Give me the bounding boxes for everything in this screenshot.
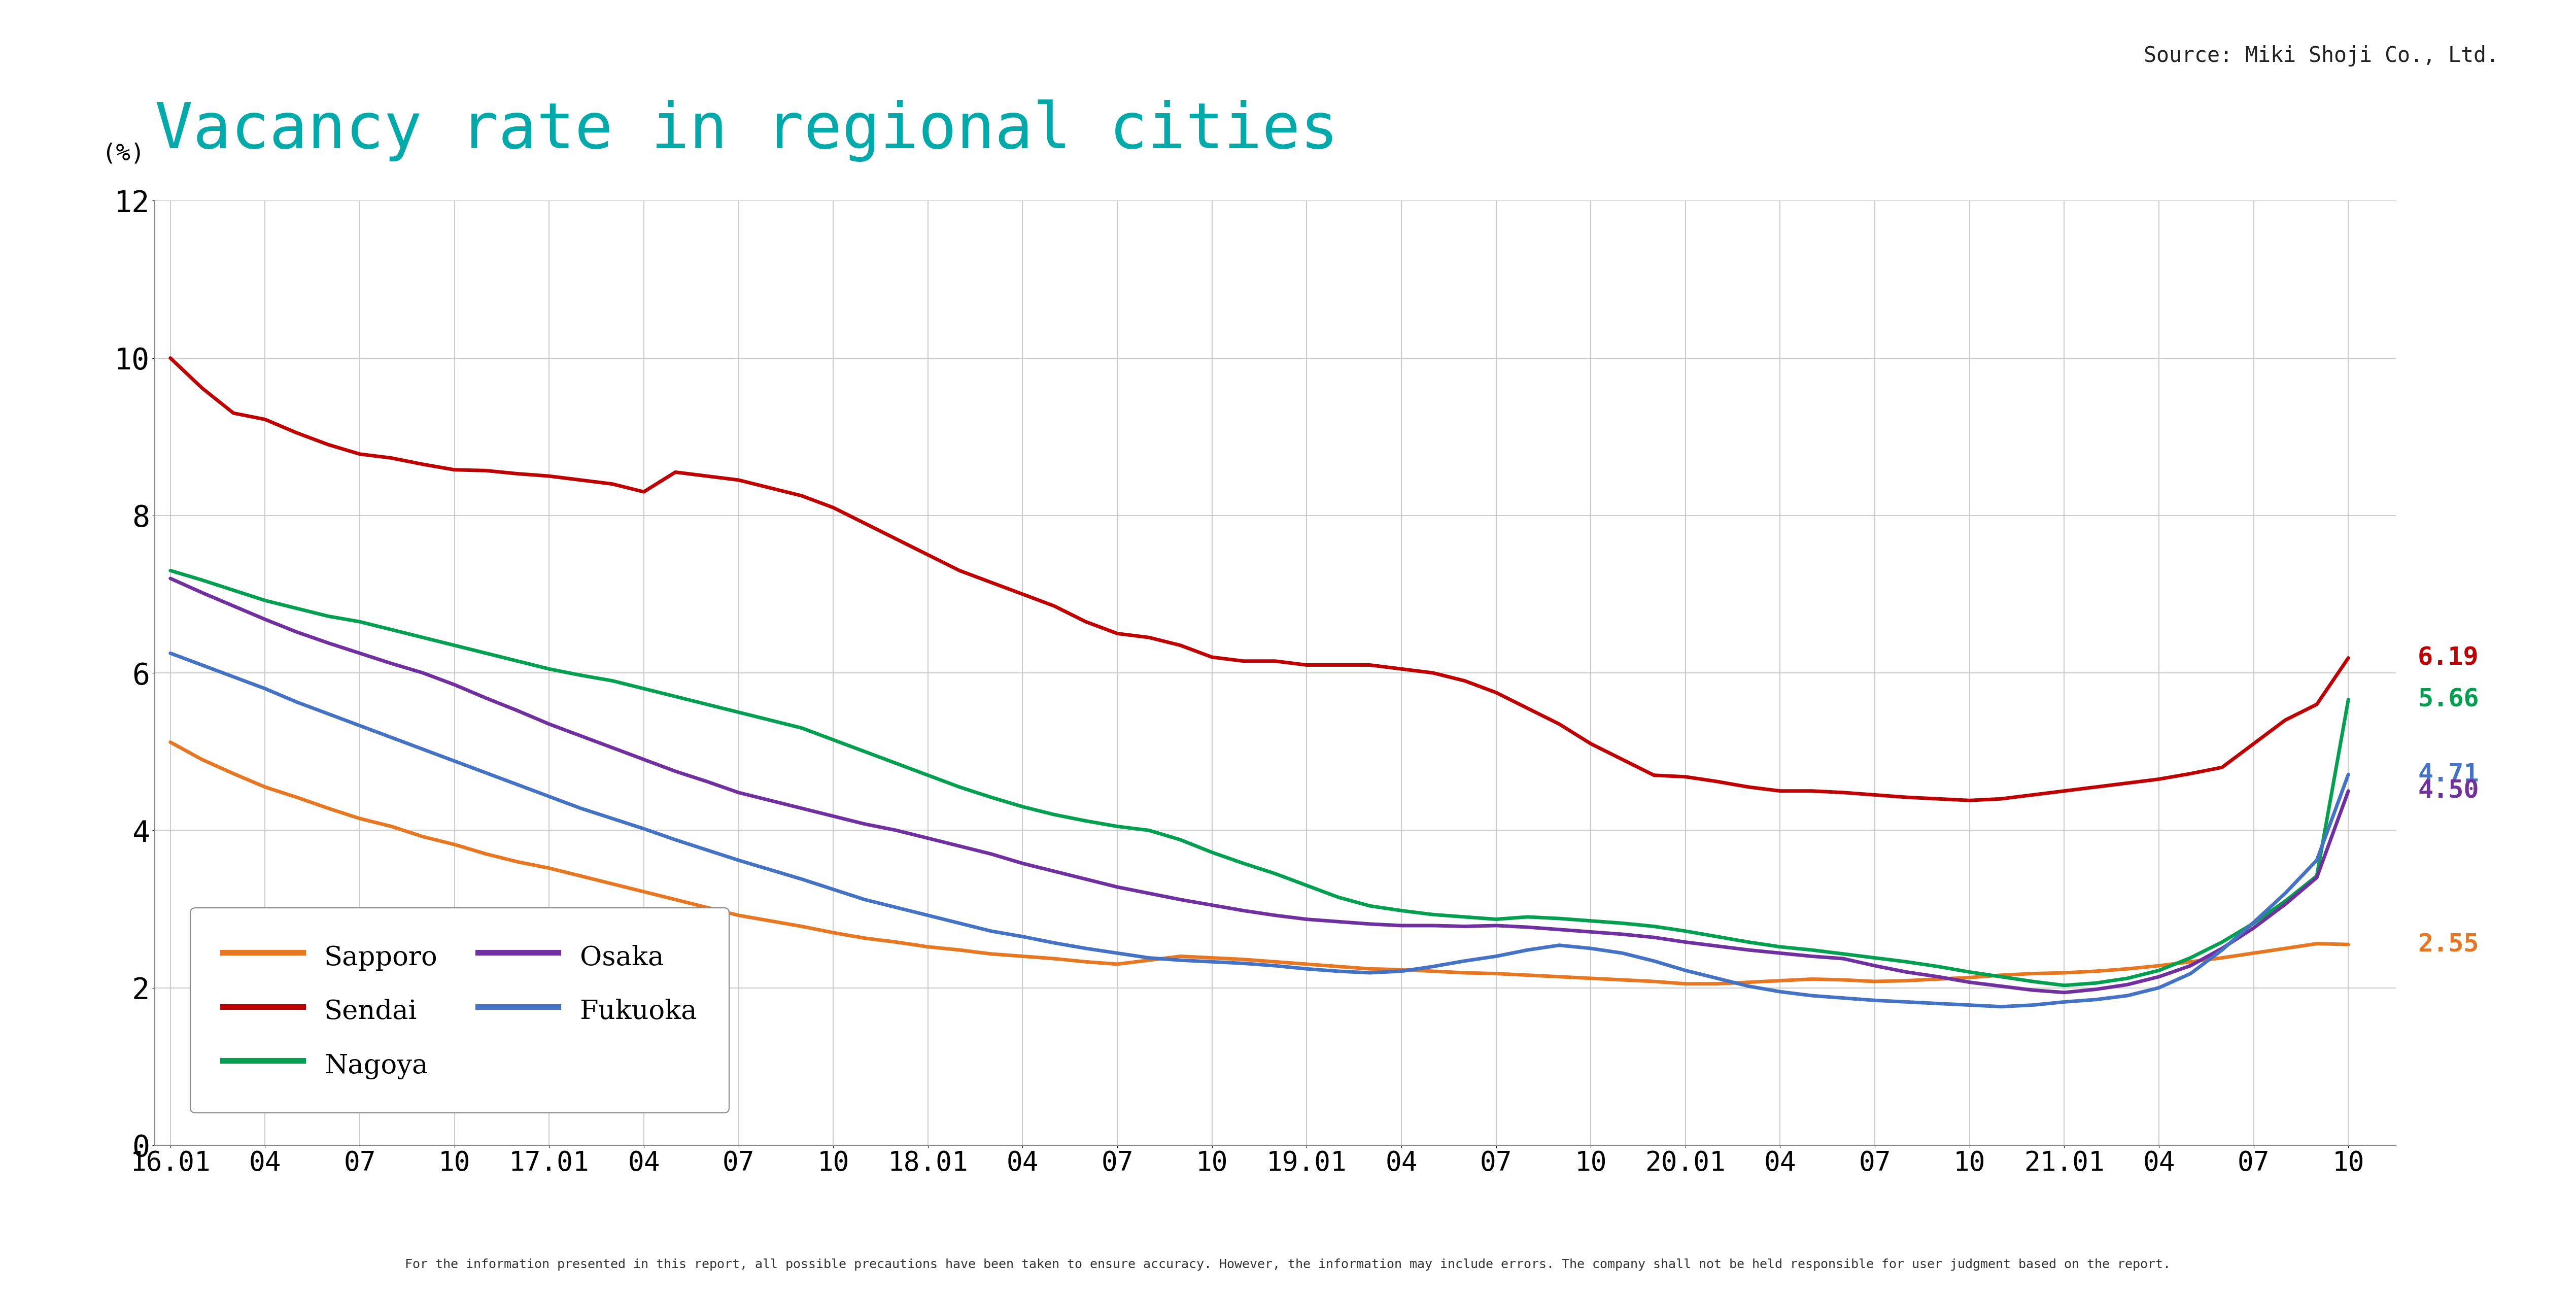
Text: For the information presented in this report, all possible precautions have been: For the information presented in this re… <box>404 1259 2172 1271</box>
Text: (%): (%) <box>100 142 144 166</box>
Text: Vacancy rate in regional cities: Vacancy rate in regional cities <box>155 100 1337 162</box>
Legend: Sapporo, Sendai, Nagoya, Osaka, Fukuoka: Sapporo, Sendai, Nagoya, Osaka, Fukuoka <box>191 908 729 1113</box>
Text: 4.71: 4.71 <box>2419 762 2478 787</box>
Text: 5.66: 5.66 <box>2419 687 2478 712</box>
Text: 2.55: 2.55 <box>2419 932 2478 956</box>
Text: 4.50: 4.50 <box>2419 779 2478 804</box>
Text: Source: Miki Shoji Co., Ltd.: Source: Miki Shoji Co., Ltd. <box>2143 45 2499 66</box>
Text: 6.19: 6.19 <box>2419 646 2478 670</box>
